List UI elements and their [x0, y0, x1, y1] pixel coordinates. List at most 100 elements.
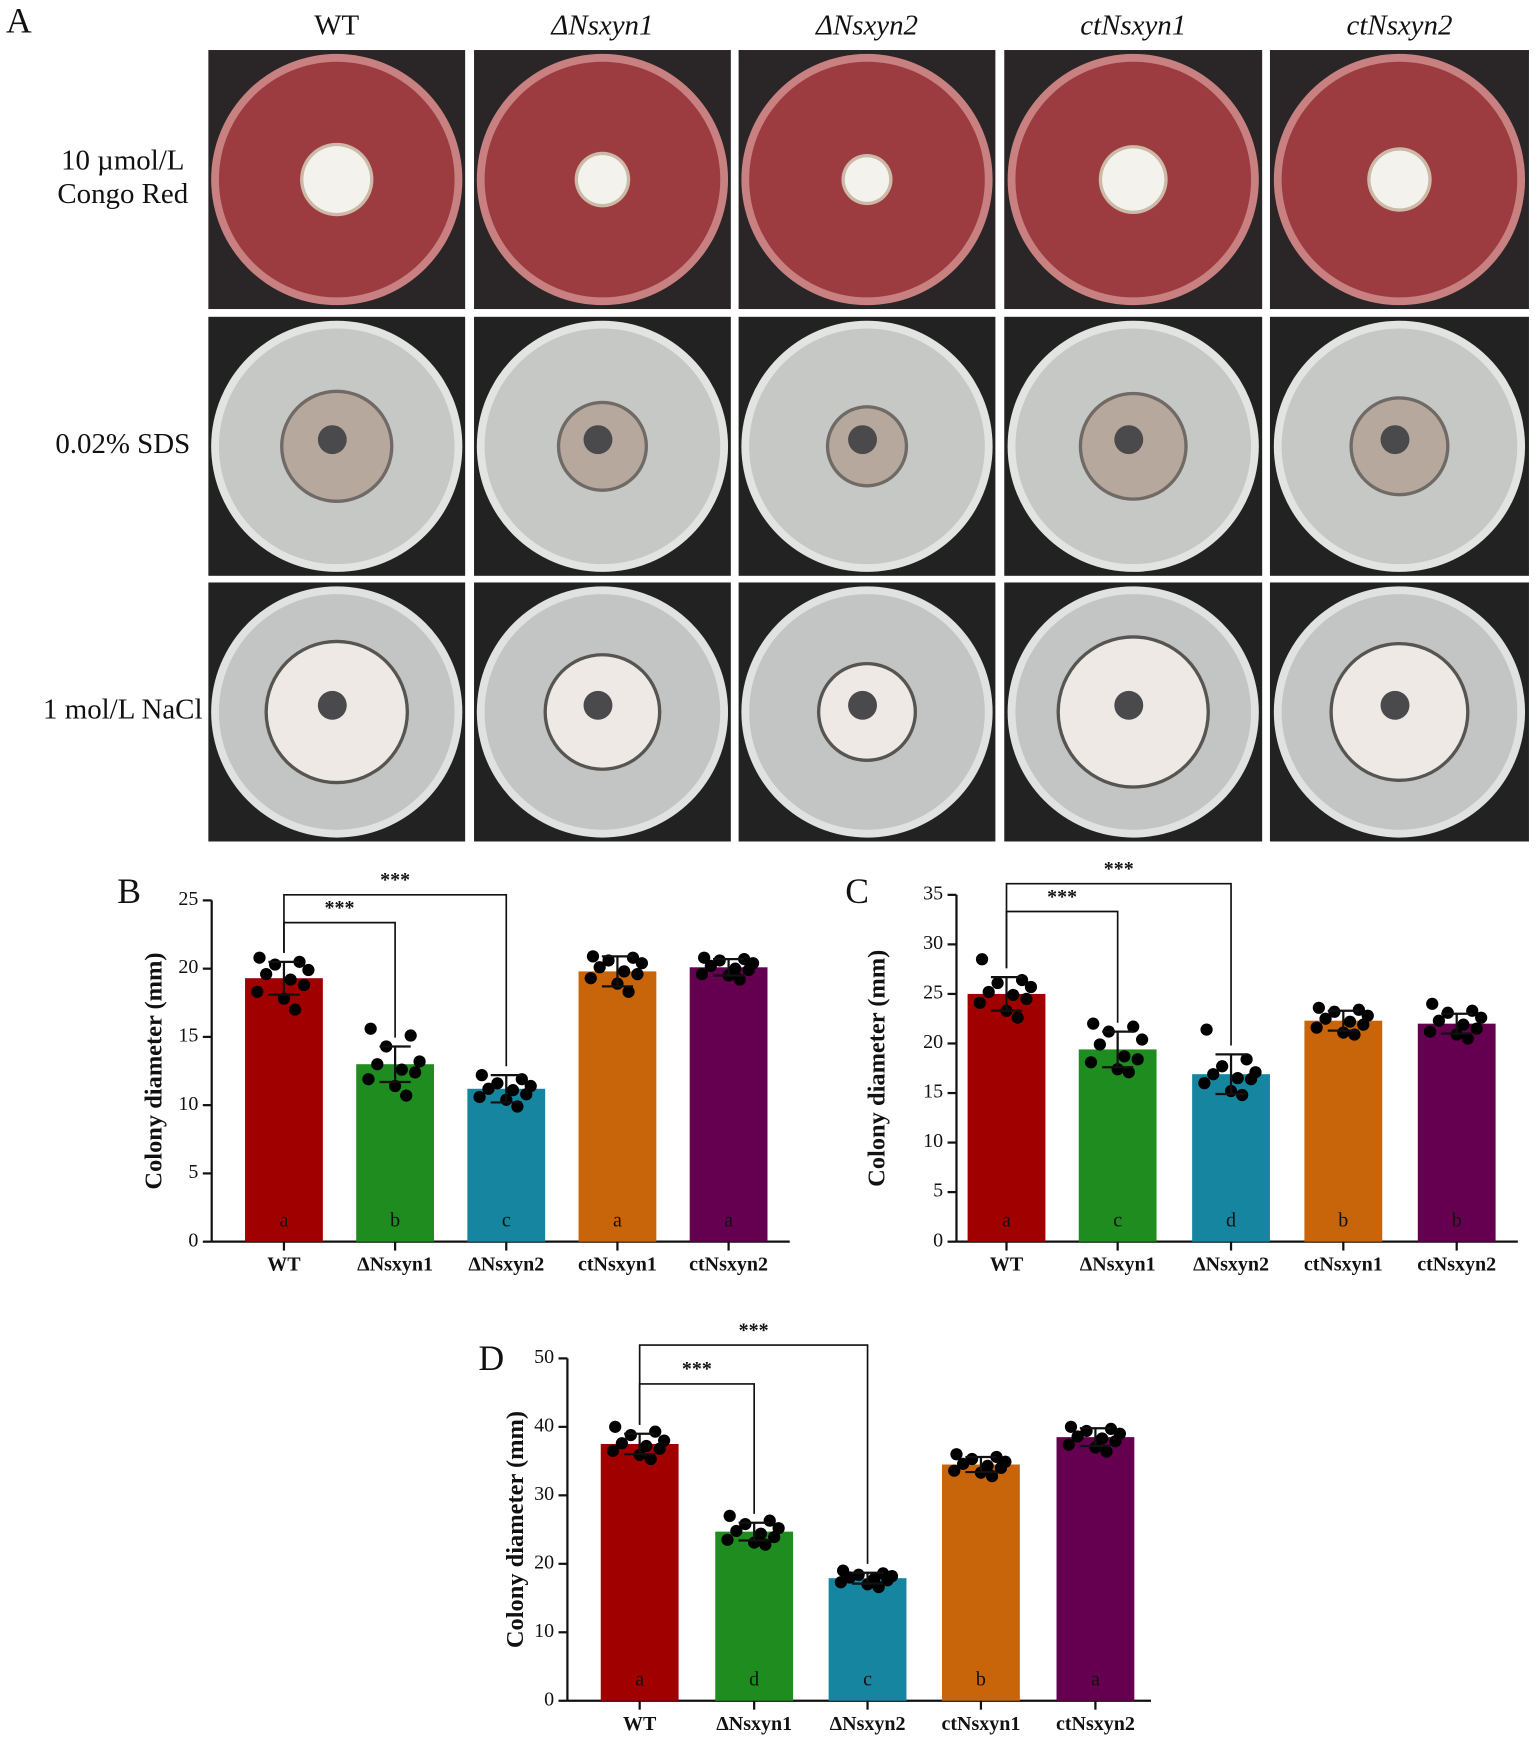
error-bar — [990, 975, 1023, 1012]
row-label: Congo Red — [57, 178, 188, 210]
data-point — [1240, 1053, 1253, 1066]
data-point — [723, 1509, 736, 1522]
significance-label: *** — [682, 1358, 712, 1380]
error-bar — [379, 1045, 411, 1084]
data-point — [1475, 1011, 1488, 1024]
data-point — [297, 978, 311, 992]
error-bar — [851, 1571, 884, 1585]
group-letter: a — [280, 1209, 289, 1231]
inoculum — [1114, 690, 1144, 720]
data-point — [1024, 980, 1038, 994]
panel-label: A — [6, 1, 32, 41]
data-point — [1470, 1022, 1483, 1035]
data-point — [1062, 1438, 1075, 1451]
data-point — [506, 1084, 520, 1097]
data-point — [1244, 1073, 1258, 1086]
bar — [942, 1464, 1020, 1701]
data-point — [1095, 1432, 1109, 1445]
group-letter: b — [1452, 1209, 1462, 1231]
error-bar — [738, 1521, 770, 1542]
bar — [1417, 1023, 1496, 1242]
row-label: 10 µmol/L — [61, 144, 184, 176]
x-tick-label: ΔNsxyn2 — [1193, 1254, 1269, 1276]
data-point — [584, 972, 597, 985]
data-point — [1084, 1056, 1098, 1069]
data-point — [395, 1063, 408, 1076]
bar — [1056, 1437, 1135, 1701]
data-point — [268, 958, 282, 971]
data-point — [1310, 1021, 1323, 1034]
data-point — [982, 985, 995, 999]
error-bar — [1079, 1427, 1111, 1448]
bar — [689, 967, 768, 1242]
data-point — [624, 1428, 637, 1442]
data-point — [491, 1077, 504, 1090]
data-point — [1011, 1011, 1024, 1024]
group-letter: c — [1113, 1209, 1122, 1231]
y-tick-label: 0 — [544, 1688, 554, 1710]
data-point — [473, 1090, 486, 1104]
data-point — [404, 1029, 417, 1042]
y-tick-label: 10 — [178, 1093, 198, 1115]
column-label: ΔNsxyn1 — [550, 9, 653, 41]
data-point — [635, 957, 649, 970]
group-letter: d — [749, 1668, 759, 1690]
data-point — [364, 1022, 377, 1035]
group-letter: b — [390, 1209, 400, 1231]
x-tick-label: ΔNsxyn2 — [468, 1254, 544, 1276]
bar — [1192, 1074, 1270, 1242]
data-point — [1423, 1025, 1437, 1038]
group-letter: a — [635, 1668, 644, 1690]
data-point — [994, 1461, 1008, 1475]
group-letter: c — [863, 1668, 872, 1690]
data-point — [253, 951, 266, 964]
significance-bracket — [1005, 882, 1232, 1046]
error-bar — [965, 1455, 997, 1474]
column-label: WT — [314, 9, 359, 41]
data-point — [1122, 1066, 1135, 1079]
significance-bracket — [638, 1344, 869, 1564]
y-axis-label: Colony diameter (mm) — [502, 1411, 529, 1648]
data-point — [1093, 1038, 1106, 1051]
data-point — [695, 968, 709, 981]
data-point — [1020, 992, 1033, 1006]
data-point — [991, 976, 1004, 990]
inoculum — [583, 425, 613, 455]
bar — [967, 993, 1046, 1242]
y-tick-label: 0 — [188, 1229, 198, 1251]
group-letter: a — [1091, 1668, 1100, 1690]
data-point — [1343, 1015, 1357, 1028]
significance-label: *** — [325, 897, 355, 919]
data-point — [704, 959, 717, 973]
y-tick-label: 0 — [933, 1229, 943, 1251]
significance-label: *** — [380, 869, 410, 891]
y-tick-label: 50 — [534, 1346, 554, 1368]
significance-label: *** — [1047, 886, 1077, 908]
data-point — [721, 1533, 734, 1546]
error-bar — [490, 1074, 522, 1104]
y-tick-label: 40 — [534, 1414, 554, 1436]
error-bar — [1441, 1012, 1473, 1035]
data-point — [371, 1058, 384, 1071]
y-tick-label: 5 — [933, 1180, 943, 1202]
data-point — [973, 996, 986, 1009]
y-tick-label: 20 — [534, 1551, 554, 1573]
inoculum — [1380, 425, 1410, 455]
data-point — [288, 1003, 302, 1016]
data-point — [950, 1448, 963, 1461]
y-tick-label: 25 — [923, 982, 943, 1004]
data-point — [640, 1439, 653, 1453]
colony — [844, 157, 890, 202]
data-point — [626, 951, 640, 964]
data-point — [1100, 1445, 1113, 1458]
row-label: 0.02% SDS — [55, 428, 190, 460]
data-point — [1087, 1017, 1100, 1030]
group-letter: a — [613, 1209, 622, 1231]
data-point — [1007, 988, 1020, 1002]
bar — [828, 1578, 907, 1701]
y-tick-label: 25 — [178, 888, 198, 910]
y-tick-label: 30 — [534, 1483, 554, 1505]
error-bar — [1215, 1053, 1247, 1096]
data-point — [609, 1420, 622, 1433]
data-point — [400, 1089, 413, 1102]
